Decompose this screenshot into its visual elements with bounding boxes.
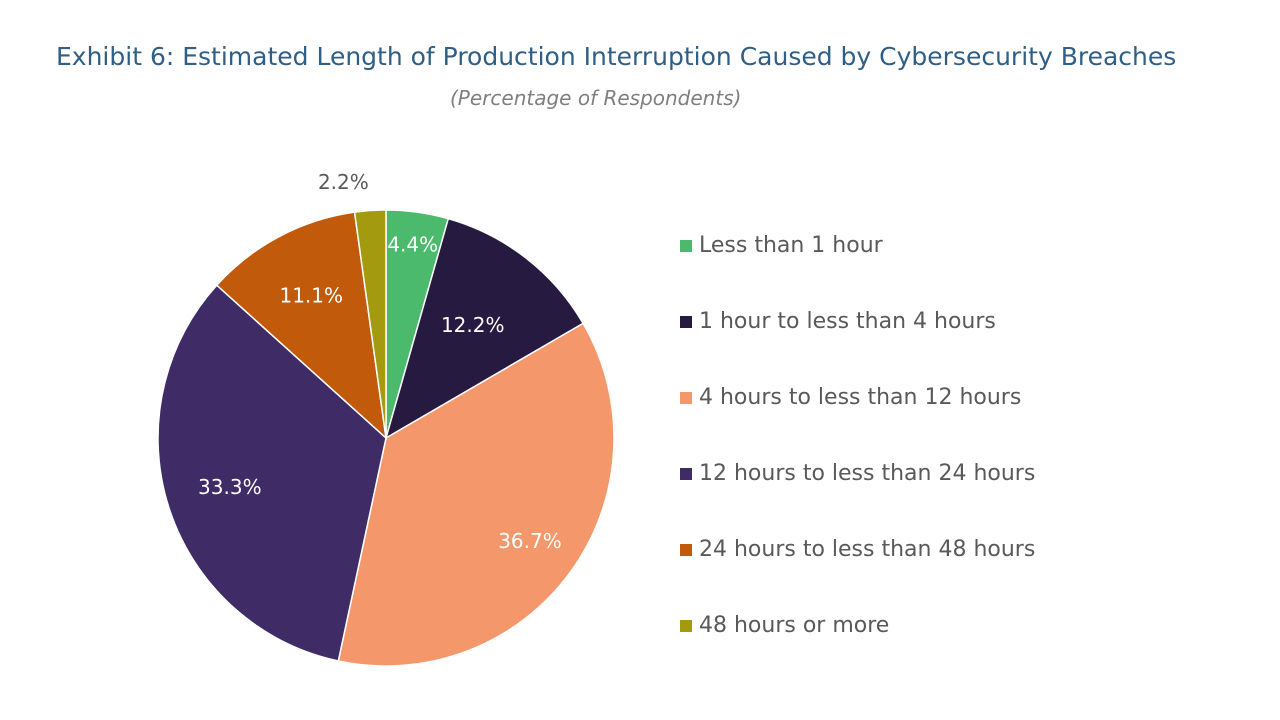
pie-slice-5 xyxy=(215,211,388,440)
legend-item-2: 1 hour to less than 4 hours xyxy=(680,309,996,334)
legend-label: 4 hours to less than 12 hours xyxy=(699,385,1022,410)
data-label-6: 2.2% xyxy=(318,170,369,194)
legend-item-1: Less than 1 hour xyxy=(680,233,883,258)
legend-label: Less than 1 hour xyxy=(699,233,883,258)
legend-item-6: 48 hours or more xyxy=(680,613,889,638)
legend-swatch xyxy=(680,467,692,480)
legend-swatch xyxy=(680,315,692,328)
legend-item-3: 4 hours to less than 12 hours xyxy=(680,385,1021,410)
legend-item-4: 12 hours to less than 24 hours xyxy=(680,461,1035,486)
legend-label: 48 hours or more xyxy=(699,613,890,638)
legend-swatch xyxy=(680,619,692,632)
legend-label: 12 hours to less than 24 hours xyxy=(699,461,1036,486)
pie-slice-4 xyxy=(157,284,387,662)
legend-swatch xyxy=(680,239,692,252)
data-label-5: 11.1% xyxy=(279,283,343,307)
chart-title: Exhibit 6: Estimated Length of Productio… xyxy=(56,42,1177,71)
data-label-2: 12.2% xyxy=(441,313,505,337)
data-label-1: 4.4% xyxy=(387,233,438,257)
legend-swatch xyxy=(680,543,692,556)
pie-slice-3 xyxy=(337,322,615,667)
legend-swatch xyxy=(680,391,692,404)
data-label-4: 33.3% xyxy=(198,475,262,499)
pie-slice-2 xyxy=(384,217,585,440)
data-label-3: 36.7% xyxy=(498,529,562,553)
chart-subtitle: (Percentage of Respondents) xyxy=(450,86,742,110)
legend-label: 1 hour to less than 4 hours xyxy=(699,309,996,334)
legend-item-5: 24 hours to less than 48 hours xyxy=(680,537,1035,562)
pie-slice-6 xyxy=(353,209,387,439)
legend-label: 24 hours to less than 48 hours xyxy=(699,537,1036,562)
